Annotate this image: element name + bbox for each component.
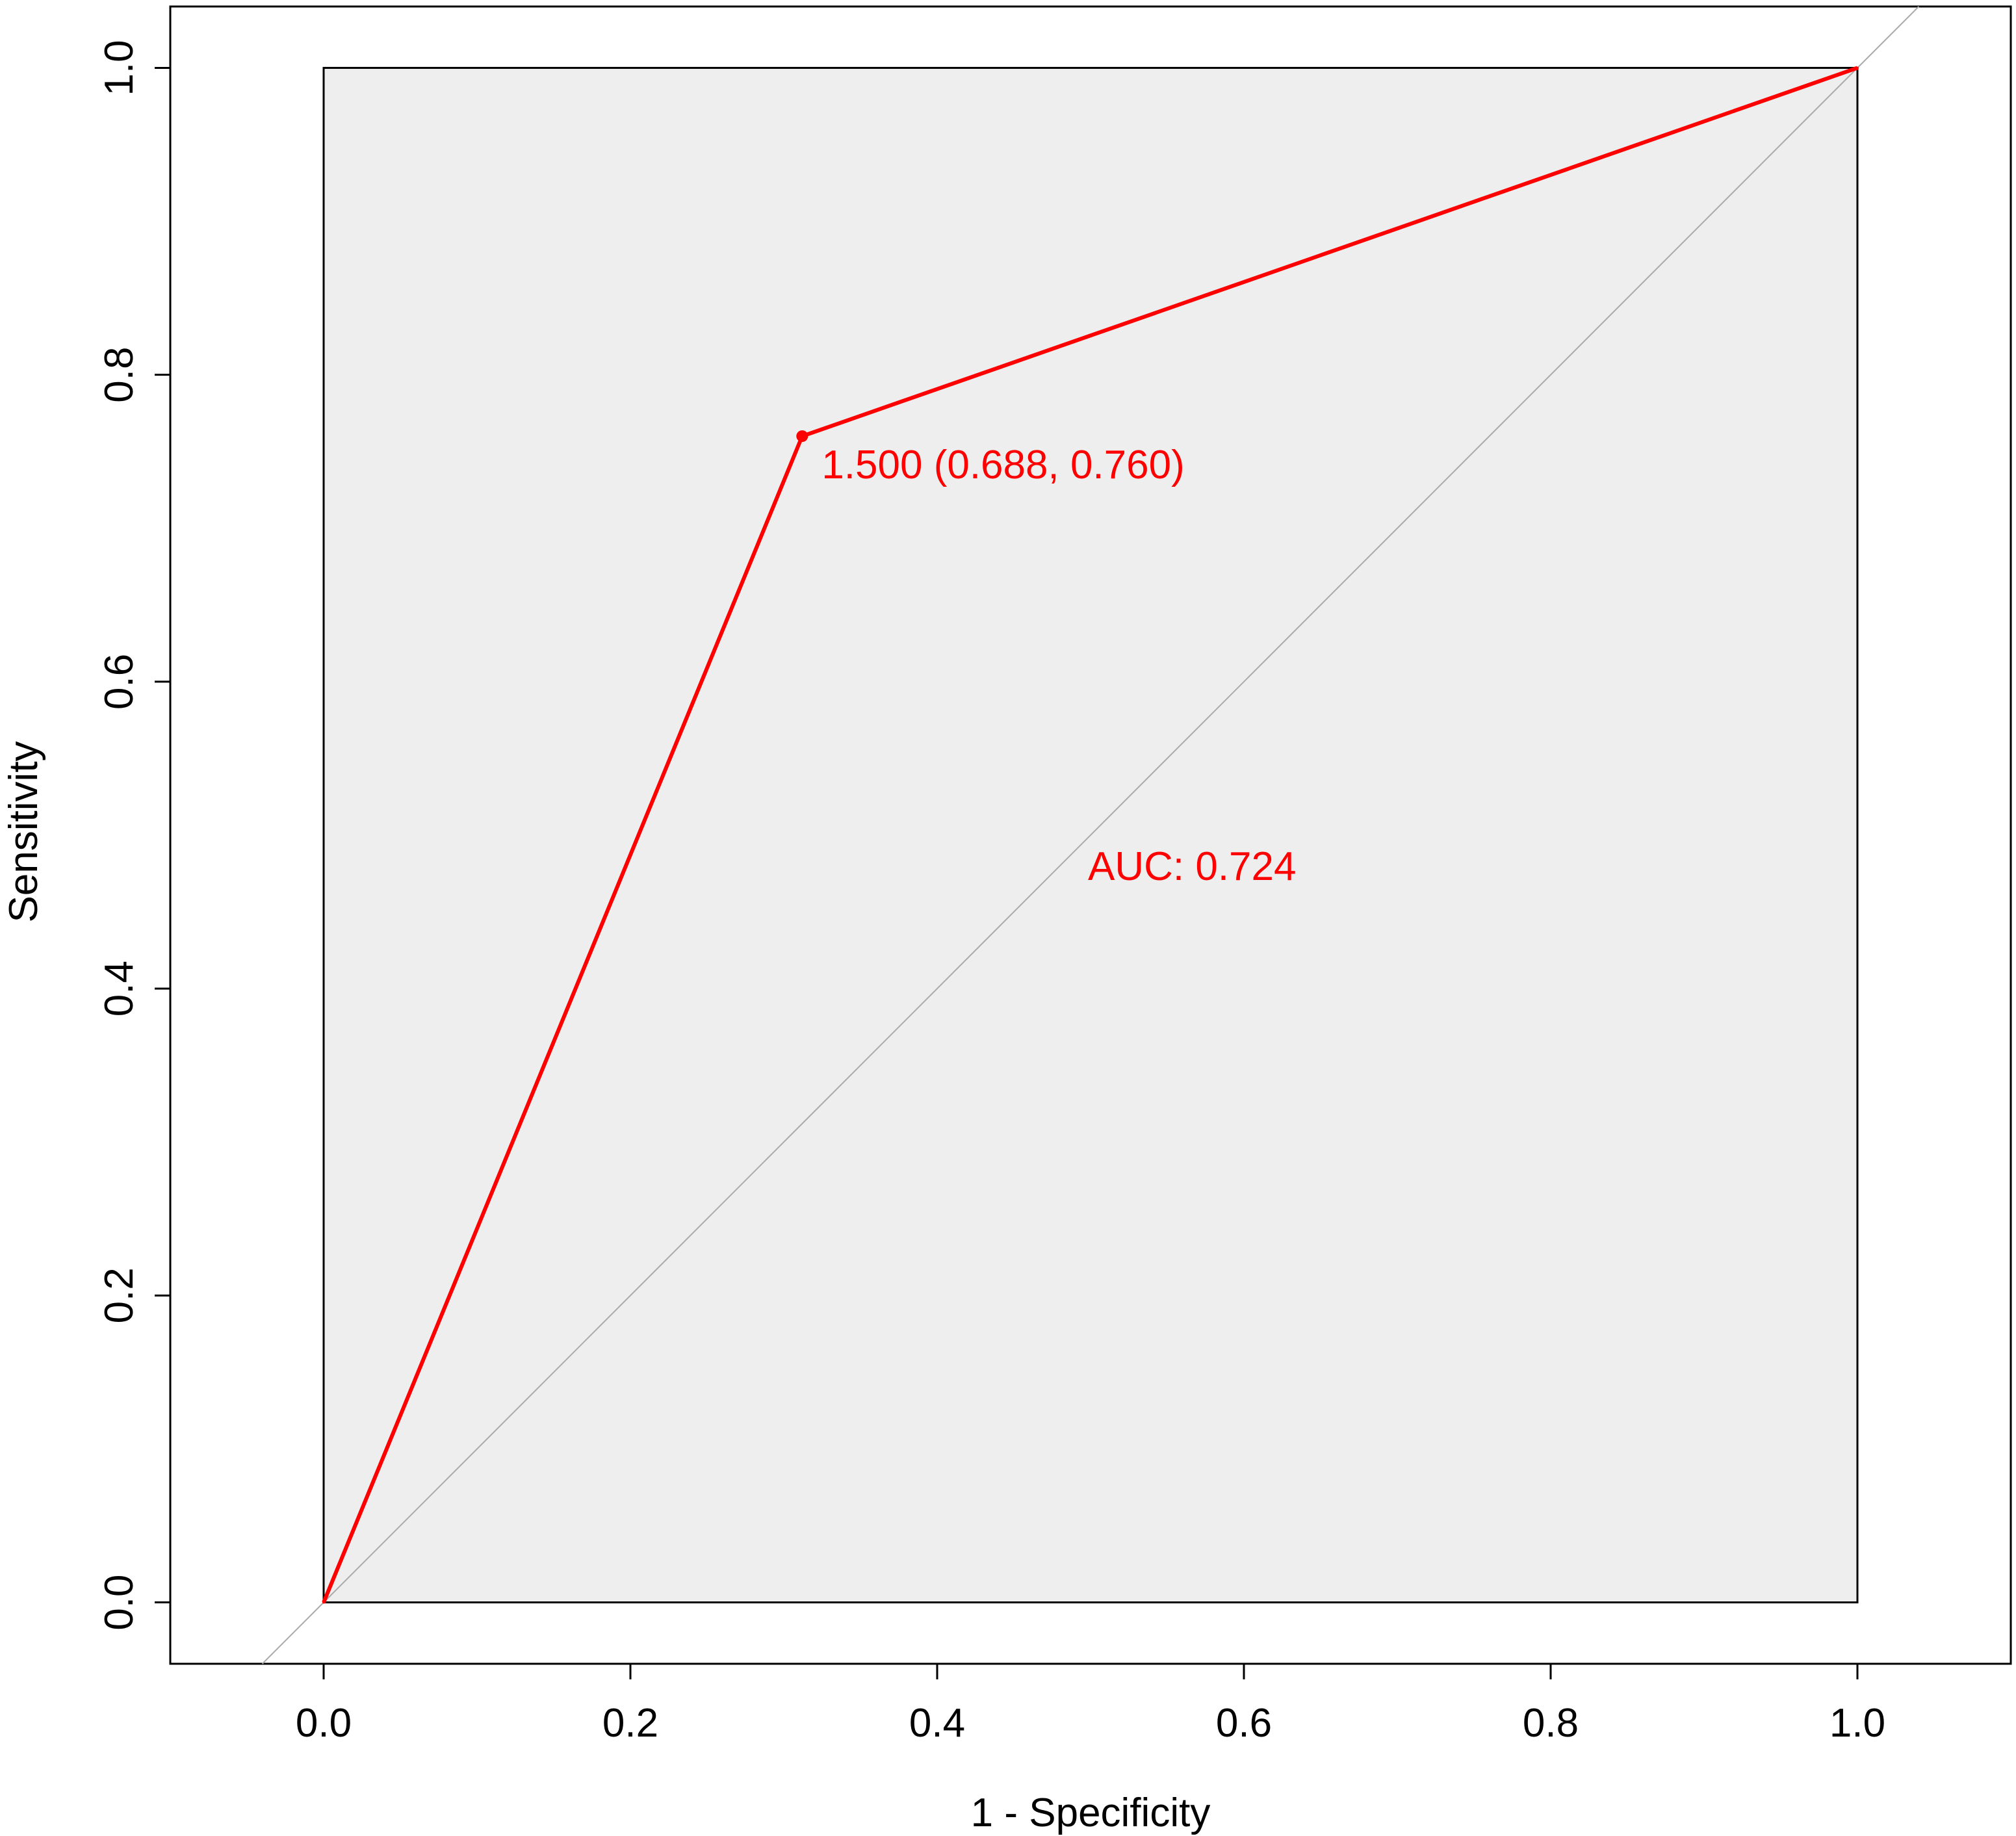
threshold-label: 1.500 (0.688, 0.760) (821, 443, 1184, 487)
y-axis-title: Sensitivity (1, 741, 46, 922)
auc-label: AUC: 0.724 (1088, 844, 1297, 889)
series-layer (322, 66, 1859, 1604)
y-axis: 0.0 0.2 0.4 0.6 0.8 1.0 (97, 40, 172, 1631)
x-tick-label: 0.8 (1523, 1701, 1579, 1746)
y-tick-label: 0.0 (97, 1574, 142, 1630)
roc-curve-point (322, 1601, 325, 1604)
threshold-point (796, 430, 808, 443)
y-tick-label: 1.0 (97, 40, 142, 96)
x-tick-label: 1.0 (1829, 1701, 1885, 1746)
x-tick-label: 0.4 (909, 1701, 965, 1746)
x-tick-label: 0.0 (296, 1701, 352, 1746)
roc-curve-point (1856, 66, 1859, 70)
y-tick-label: 0.8 (97, 347, 142, 403)
x-tick-label: 0.6 (1216, 1701, 1272, 1746)
x-axis-title: 1 - Specificity (971, 1791, 1211, 1835)
y-tick-label: 0.6 (97, 654, 142, 710)
y-tick-label: 0.4 (97, 961, 142, 1016)
x-axis: 0.0 0.2 0.4 0.6 0.8 1.0 (296, 1662, 1885, 1746)
y-tick-label: 0.2 (97, 1267, 142, 1323)
x-tick-label: 0.2 (602, 1701, 658, 1746)
reference-diagonal-line (261, 6, 1920, 1664)
